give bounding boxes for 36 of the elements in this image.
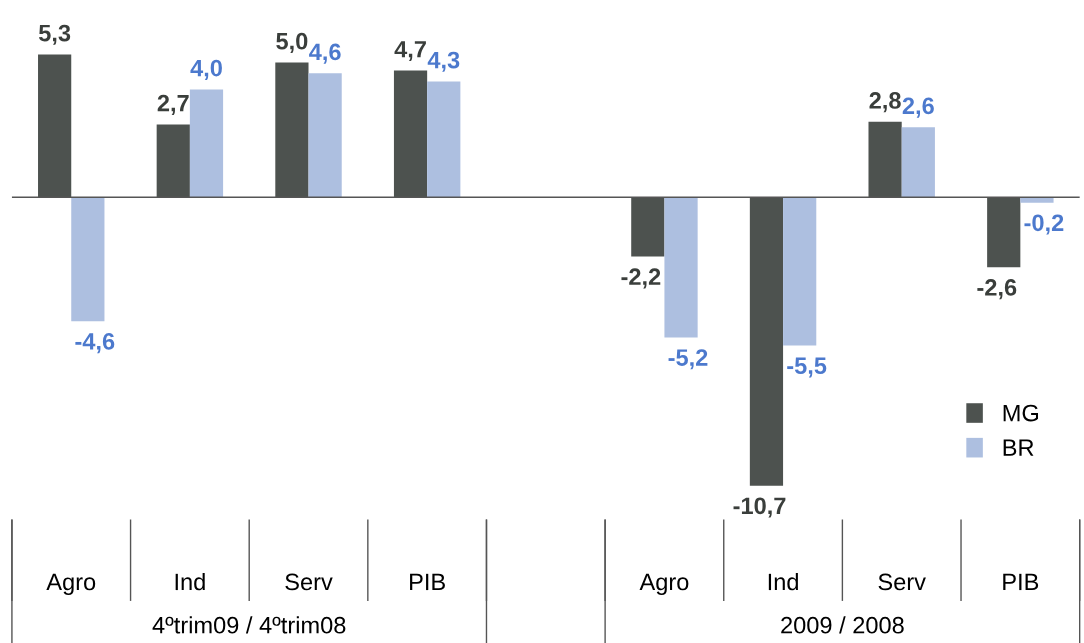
data-label: 4,7 [394, 41, 426, 62]
data-label: -0,2 [1024, 214, 1064, 235]
x-tick-label: Serv [878, 573, 926, 591]
bar [901, 127, 935, 198]
x-tick-label: Agro [46, 573, 96, 595]
text: 4ºtrim09 / 4ºtrim08 [152, 616, 346, 634]
bar [308, 73, 342, 198]
legend-label: BR [1003, 439, 1034, 456]
data-label: -2,2 [621, 268, 661, 289]
data-label: 2,7 [157, 94, 189, 115]
bar [1020, 197, 1054, 203]
x-tick-label: Ind [175, 572, 205, 591]
bar [664, 197, 698, 338]
data-label: 5,3 [38, 24, 71, 45]
x-tick-label: Ind [768, 572, 798, 591]
x-tick-label: PIB [1003, 573, 1039, 591]
bar [783, 197, 817, 346]
bar [189, 89, 224, 198]
data-label: -10,7 [733, 497, 786, 518]
legend-label: MG [1003, 404, 1038, 422]
x-tick-label: Serv [285, 573, 333, 591]
bar [427, 81, 461, 198]
x-tick-label: PIB [410, 573, 445, 591]
data-label: 2,8 [869, 92, 901, 113]
data-label: -5,2 [668, 349, 708, 370]
bar [71, 197, 105, 322]
data-label: 5,0 [276, 32, 308, 53]
data-label: 2,6 [902, 97, 934, 118]
data-label: -5,5 [787, 357, 827, 378]
data-label: -2,6 [977, 279, 1017, 300]
data-label: 4,3 [427, 51, 460, 72]
data-label: 4,0 [190, 59, 222, 80]
data-label: 4,6 [309, 43, 341, 64]
x-tick-label: Agro [639, 573, 689, 595]
text: 2009 / 2008 [781, 616, 904, 634]
data-label: -4,6 [75, 333, 115, 354]
